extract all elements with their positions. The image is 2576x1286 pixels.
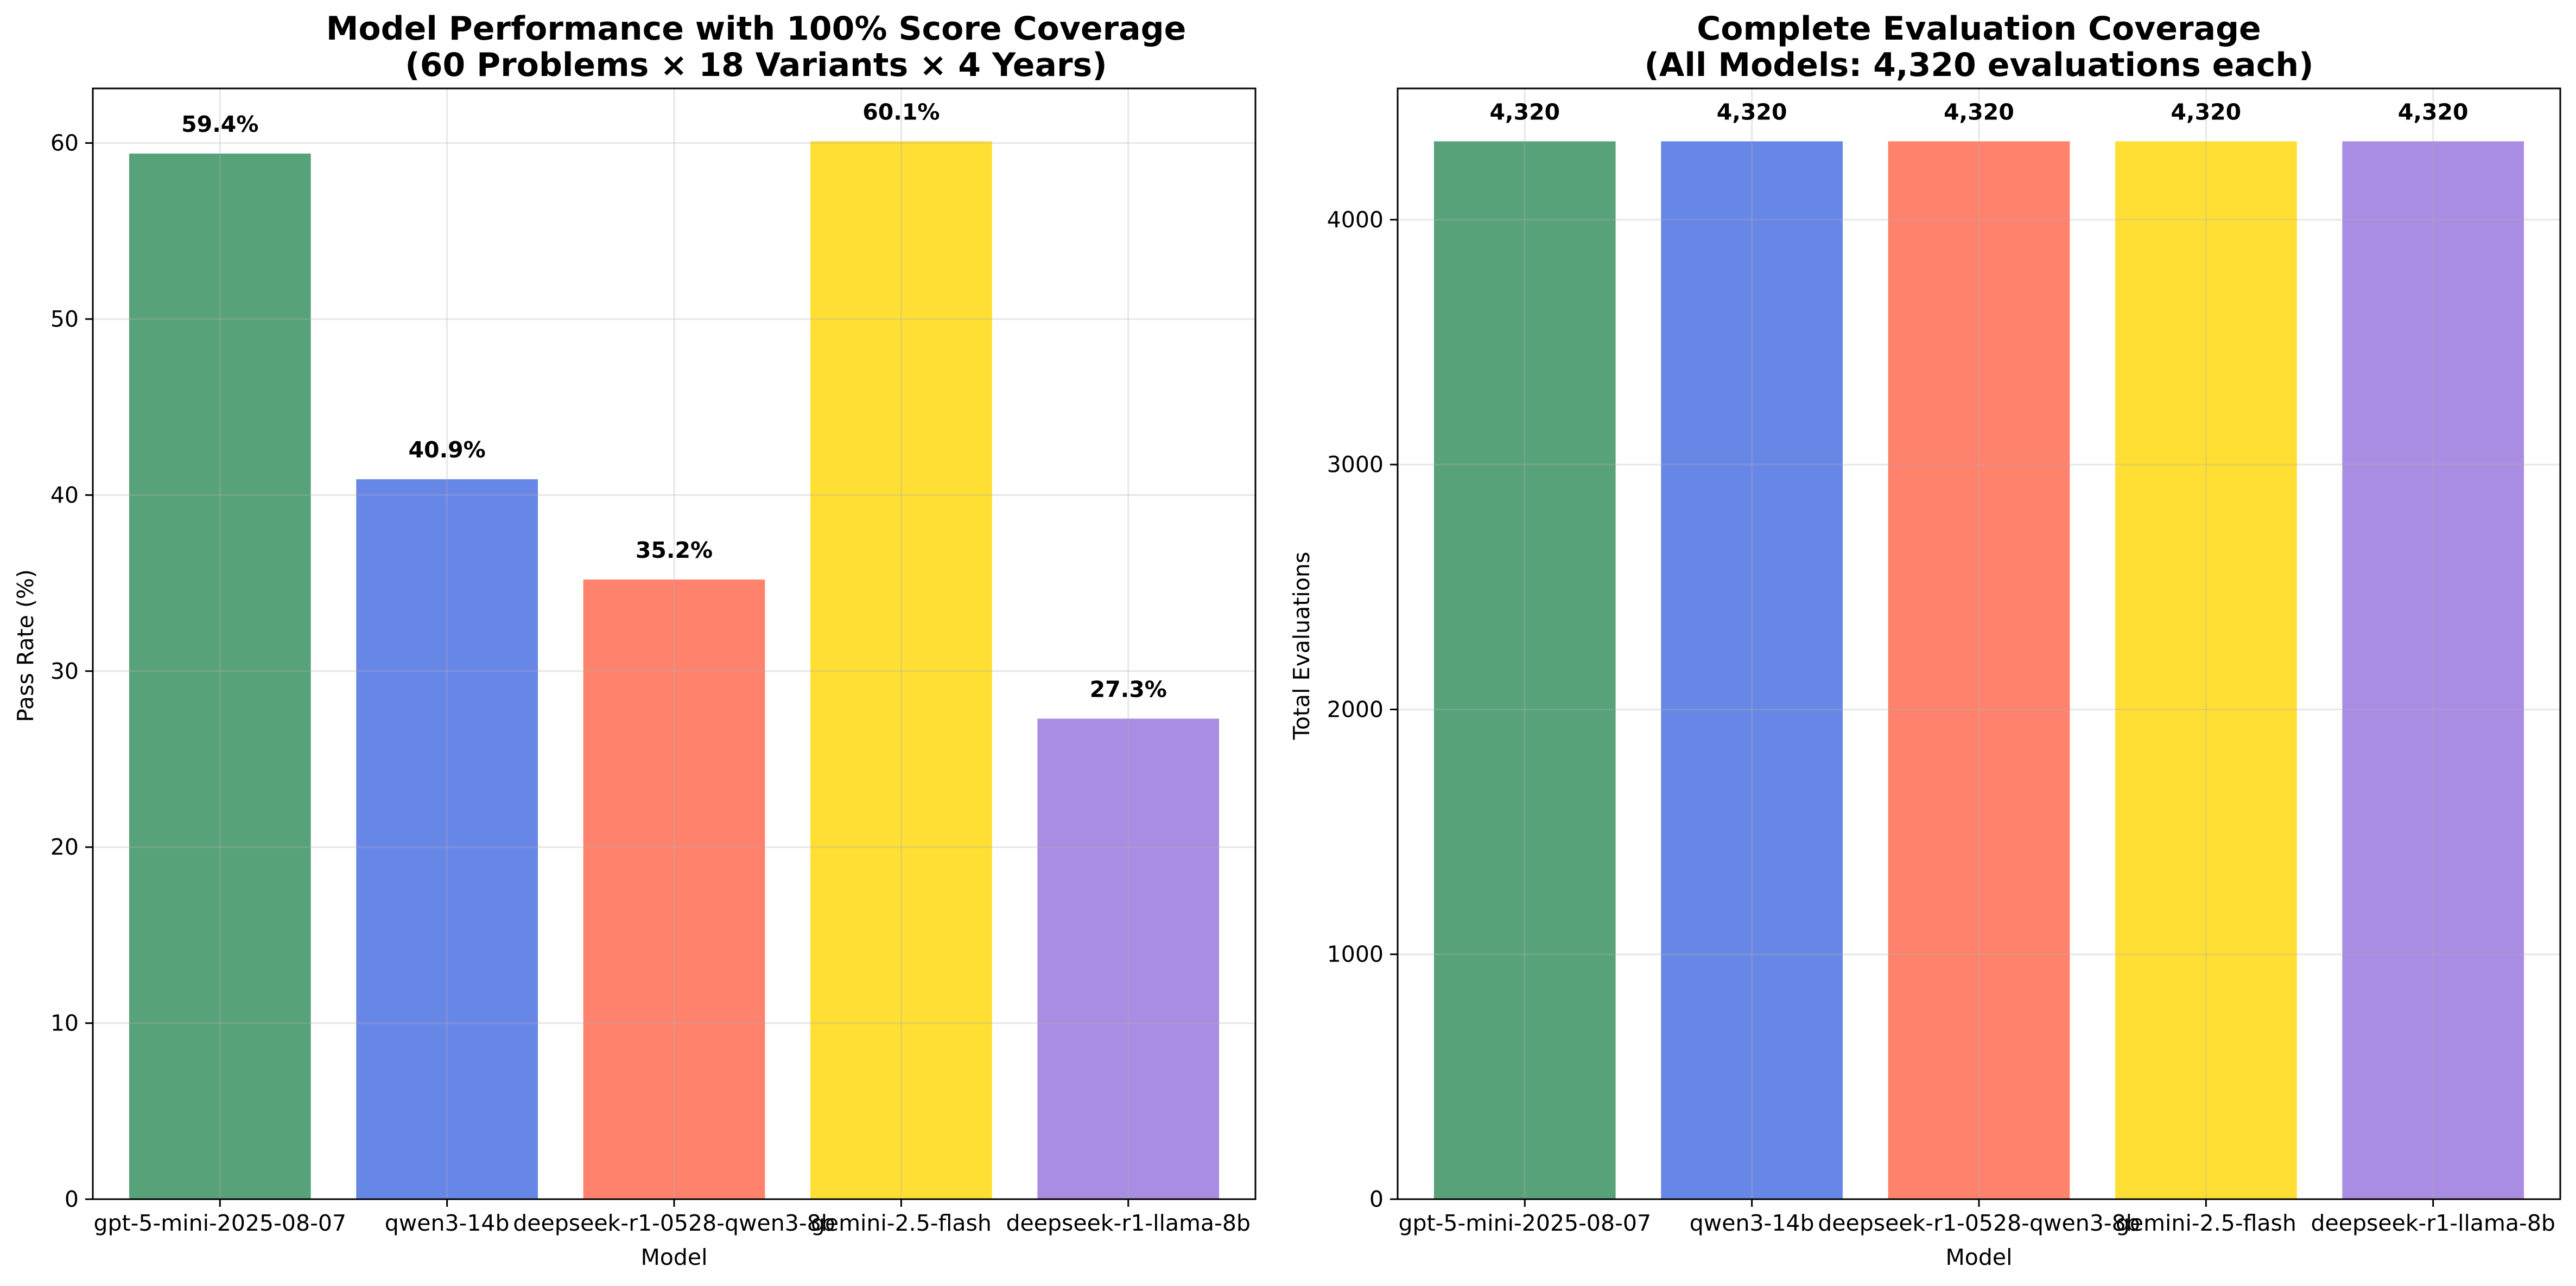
pass-rate-axes-frame	[92, 87, 1257, 1200]
pass-rate-x-tick-label-2: deepseek-r1-0528-qwen3-8b	[513, 1210, 835, 1236]
evaluations-bar-2	[1888, 141, 2070, 1199]
pass-rate-data-label-1: 40.9%	[409, 437, 486, 463]
pass-rate-chart: Model Performance with 100% Score Covera…	[12, 10, 1257, 1270]
evaluations-bar-3	[2115, 141, 2297, 1199]
evaluations-data-label-0: 4,320	[1489, 99, 1560, 125]
pass-rate-bar-2	[583, 580, 765, 1199]
pass-rate-y-tick-label-0: 0	[65, 1186, 79, 1212]
evaluation-coverage-chart-title-line2: (All Models: 4,320 evaluations each)	[1644, 46, 2313, 84]
pass-rate-x-tick-label-0: gpt-5-mini-2025-08-07	[93, 1210, 346, 1236]
evaluations-bar-0	[1433, 141, 1616, 1199]
pass-rate-data-label-2: 35.2%	[636, 537, 713, 563]
evaluations-x-tick-label-1: qwen3-14b	[1690, 1210, 1814, 1236]
evaluation-coverage-chart-title-line1: Complete Evaluation Coverage	[1697, 10, 2261, 48]
pass-rate-bar-4	[1037, 718, 1220, 1199]
pass-rate-x-tick-label-1: qwen3-14b	[385, 1210, 510, 1236]
evaluations-data-label-4: 4,320	[2398, 99, 2469, 125]
evaluations-x-tick-label-4: deepseek-r1-llama-8b	[2311, 1210, 2555, 1236]
pass-rate-y-tick-label-3: 30	[50, 658, 79, 684]
pass-rate-y-tick-label-6: 60	[50, 130, 79, 156]
evaluation-coverage-chart-ylabel: Total Evaluations	[1289, 552, 1315, 740]
pass-rate-chart-title-line1: Model Performance with 100% Score Covera…	[326, 10, 1187, 48]
evaluations-bar-1	[1661, 141, 1843, 1199]
pass-rate-bar-0	[129, 154, 311, 1199]
pass-rate-chart-title-line2: (60 Problems × 18 Variants × 4 Years)	[405, 46, 1107, 84]
evaluations-y-tick-label-3: 3000	[1327, 451, 1384, 478]
pass-rate-chart-ylabel: Pass Rate (%)	[12, 569, 39, 722]
pass-rate-y-tick-label-2: 20	[50, 834, 79, 860]
evaluations-y-tick-label-0: 0	[1369, 1186, 1384, 1212]
evaluations-x-tick-label-2: deepseek-r1-0528-qwen3-8b	[1818, 1210, 2140, 1236]
evaluations-x-tick-label-3: gemini-2.5-flash	[2116, 1210, 2296, 1236]
pass-rate-data-label-3: 60.1%	[862, 99, 940, 125]
evaluations-axes-frame	[1397, 87, 2561, 1200]
evaluations-data-label-1: 4,320	[1717, 99, 1787, 125]
pass-rate-bar-1	[356, 479, 538, 1199]
pass-rate-x-tick-label-3: gemini-2.5-flash	[811, 1210, 992, 1236]
pass-rate-bar-3	[810, 141, 992, 1199]
evaluation-coverage-chart: Complete Evaluation Coverage (All Models…	[1289, 10, 2561, 1270]
evaluations-data-label-3: 4,320	[2171, 99, 2242, 125]
pass-rate-x-tick-label-4: deepseek-r1-llama-8b	[1006, 1210, 1250, 1236]
evaluations-y-tick-label-2: 2000	[1327, 696, 1384, 722]
evaluations-x-tick-label-0: gpt-5-mini-2025-08-07	[1398, 1210, 1651, 1236]
evaluation-coverage-chart-xlabel: Model	[1945, 1244, 2012, 1270]
pass-rate-y-tick-label-4: 40	[50, 482, 79, 508]
evaluations-bar-4	[2342, 141, 2524, 1199]
evaluations-data-label-2: 4,320	[1944, 99, 2014, 125]
pass-rate-chart-xlabel: Model	[640, 1244, 707, 1270]
evaluation-coverage-chart-plot-area: 4,320 4,320 4,320 4,320 4,320 0 1000 2000 3000 40…	[1327, 87, 2561, 1236]
pass-rate-y-tick-label-1: 10	[50, 1010, 79, 1036]
pass-rate-chart-plot-area: 59.4% 40.9% 35.2% 60.1% 27.3% 0 10 20 30 40 50 60 gp…	[50, 87, 1257, 1236]
evaluations-y-tick-label-4: 4000	[1327, 207, 1384, 233]
pass-rate-data-label-0: 59.4%	[181, 111, 258, 137]
pass-rate-y-tick-label-5: 50	[50, 306, 79, 332]
evaluations-y-tick-label-1: 1000	[1327, 941, 1384, 967]
pass-rate-data-label-4: 27.3%	[1090, 676, 1167, 702]
